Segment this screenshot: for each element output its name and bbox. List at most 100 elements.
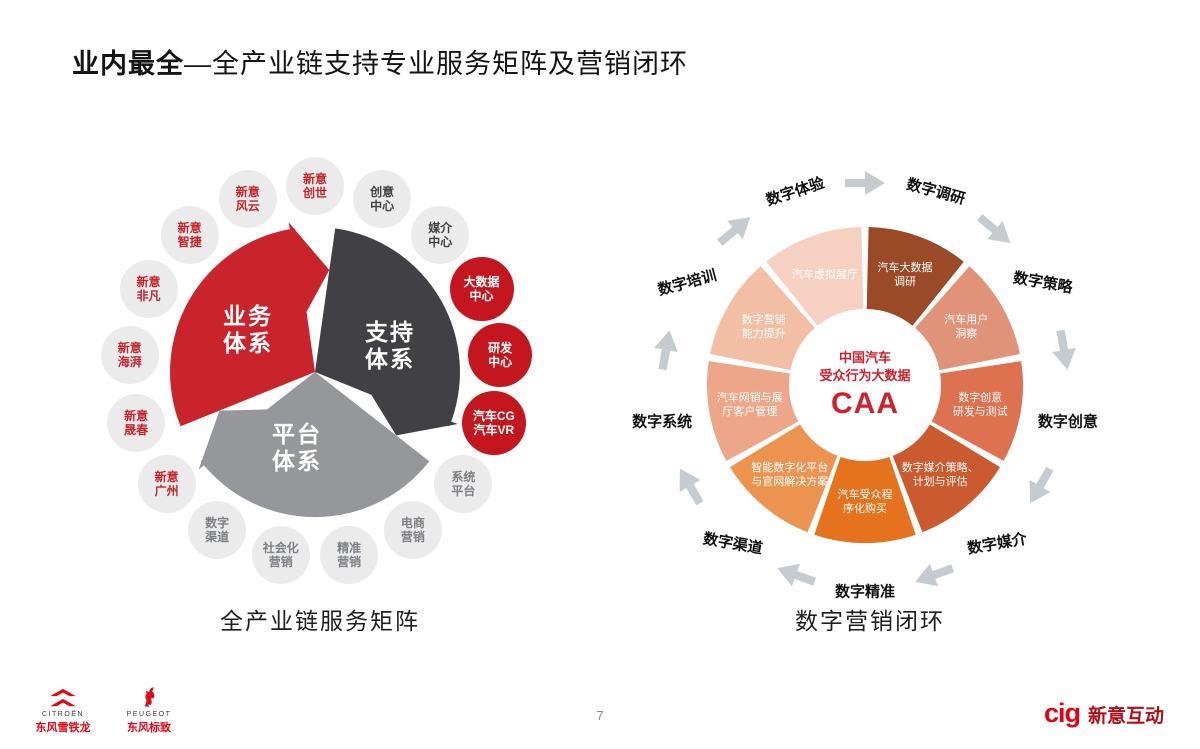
matrix-node: 社会化 营销: [251, 525, 310, 584]
matrix-node-label: 新意: [117, 340, 142, 355]
matrix-node-label: 中心: [370, 198, 395, 213]
matrix-node-label: 中心: [488, 354, 513, 369]
loop-outer-label: 数字体验: [763, 174, 826, 210]
matrix-node-label: 新意: [124, 408, 149, 423]
matrix-node-label: 新意: [136, 275, 161, 290]
left-caption: 全产业链服务矩阵: [220, 608, 420, 634]
citroen-cn-name: 东风雪铁龙: [35, 722, 91, 734]
matrix-node-label: 电商: [400, 516, 425, 531]
ring-segment-1: [915, 266, 1020, 371]
loop-flow-arrow-icon: [1048, 328, 1081, 372]
peugeot-brand: PEUGEOT 东风标致: [116, 685, 182, 735]
ring-segment-label: 汽车虚拟展厅: [792, 268, 858, 282]
ring-segment-label-line: 洞察: [955, 327, 978, 340]
ring-segment-8: [766, 227, 864, 326]
peugeot-cn-name: 东风标致: [127, 722, 171, 734]
matrix-node: 新意 风云: [218, 169, 277, 228]
matrix-node-label: 广州: [154, 484, 179, 499]
loop-center-text: 中国汽车 受众行为大数据 CAA: [785, 349, 945, 421]
pie-label-platform: 平台 体系: [272, 421, 322, 475]
matrix-node-label: 新意: [302, 172, 327, 186]
matrix-node-label: 研发: [488, 340, 513, 355]
matrix-node-label: 平台: [451, 484, 476, 499]
pie-cycle-arrow-icon: [288, 222, 330, 315]
ring-segment-0: [866, 227, 964, 326]
matrix-node-label: 汽车VR: [473, 422, 515, 437]
ring-segment-label-line: 数字营销: [741, 313, 786, 326]
ring-segment-label-line: 汽车用户: [944, 313, 989, 326]
service-matrix-diagram: 业务 体系 支持 体系 平台 体系 新意 创世 创意 中心 媒介 中心 大数据 中心 研发 中心汽…: [60, 150, 580, 650]
matrix-node: 电商 营销: [383, 501, 442, 560]
loop-outer-label: 数字创意: [1037, 413, 1098, 431]
loop-outer-label: 数字调研: [904, 176, 967, 209]
ring-segment-label-line: 智能数字化平台: [751, 461, 829, 474]
matrix-node-label: 新意: [177, 220, 202, 235]
matrix-node: 新意 广州: [137, 455, 196, 514]
matrix-node: 系统 平台: [434, 455, 493, 514]
matrix-node-label: 风云: [235, 198, 260, 213]
ring-segment-label-line: 能力提升: [741, 327, 786, 340]
ring-segment-5: [730, 424, 838, 533]
matrix-node: 媒介 中心: [411, 205, 470, 264]
matrix-node-label: 晟春: [124, 422, 149, 437]
ring-segment-7: [710, 266, 815, 371]
matrix-node-label: 营销: [337, 554, 362, 569]
ring-segment-label: 数字媒介策略、 计划与评估: [902, 461, 979, 489]
loop-outer-label: 数字精准: [834, 583, 896, 601]
matrix-node: 创意 中心: [353, 169, 412, 228]
loop-flow-arrow-icon: [773, 556, 819, 594]
pie-cycle-arrow-icon: [369, 391, 458, 436]
pie-label-business-line2: 体系: [223, 330, 273, 356]
ring-segment-label-line: 数字媒介策略、: [901, 461, 979, 474]
pie-label-support-line2: 体系: [365, 346, 415, 372]
loop-flow-arrow-icon: [650, 328, 683, 372]
matrix-node-label: 营销: [400, 530, 425, 545]
ring-segment-label-line: 研发与测试: [952, 406, 1008, 419]
matrix-node-label: 大数据: [463, 275, 500, 290]
service-matrix-pie: [170, 222, 460, 518]
matrix-node-label: 海湃: [117, 354, 142, 369]
pie-segment-platform: [200, 372, 430, 518]
matrix-node: 大数据 中心: [449, 257, 514, 322]
loop-center-line2: 受众行为大数据: [819, 368, 911, 383]
page-number: 7: [596, 708, 604, 723]
ring-segment-label: 数字营销 能力提升: [742, 313, 786, 341]
ring-segment-label-line: 汽车受众程: [837, 489, 893, 501]
matrix-node-label: 中心: [469, 289, 494, 304]
matrix-node: 精准 营销: [320, 525, 379, 584]
ring-segment-label-line: 厅客户管理: [722, 406, 778, 419]
ring-segment-label: 数字创意 研发与测试: [953, 391, 1008, 419]
pie-label-business: 业务 体系: [223, 303, 273, 357]
matrix-node: 汽车CG 汽车VR: [461, 390, 526, 455]
ring-segment-label: 汽车网销与展 厅客户管理: [717, 391, 783, 419]
peugeot-name: PEUGEOT: [126, 711, 172, 718]
matrix-node-label: 创意: [370, 184, 395, 199]
ring-segment-label-line: 汽车大数据: [877, 262, 933, 275]
pie-segment-support: [315, 228, 460, 427]
pie-label-platform-line2: 体系: [272, 448, 322, 474]
matrix-node-label: 渠道: [205, 530, 230, 545]
matrix-node-label: 汽车CG: [472, 408, 515, 423]
ring-segment-label: 汽车大数据 调研: [878, 261, 933, 289]
matrix-node-label: 数字: [205, 516, 230, 531]
ring-segment-4: [814, 457, 916, 544]
loop-outer-label: 数字系统: [632, 413, 693, 431]
ring-segment-label-line: 汽车虚拟展厅: [792, 269, 858, 282]
pie-segment-business: [170, 228, 315, 427]
matrix-node-label: 智捷: [177, 234, 202, 249]
pie-label-platform-line1: 平台: [272, 421, 322, 447]
ring-segment-2: [931, 361, 1024, 461]
matrix-node-label: 非凡: [136, 289, 161, 304]
ring-segment-label-line: 与官网解决方案: [751, 475, 829, 488]
matrix-node-label: 营销: [268, 554, 293, 569]
matrix-node: 新意 晟春: [107, 393, 166, 452]
matrix-node: 新意 创世: [286, 157, 344, 215]
cig-logo-text: 新意互动: [1087, 706, 1164, 727]
citroen-chevrons-icon: [50, 688, 76, 707]
citroen-name: CITROËN: [42, 711, 84, 718]
citroen-brand: CITROËN 东风雪铁龙: [30, 687, 96, 735]
matrix-node-label: 创世: [302, 186, 327, 200]
cig-logo: cig 新意互动: [1044, 698, 1164, 729]
loop-center-acronym: CAA: [831, 387, 899, 420]
matrix-node: 新意 非凡: [119, 260, 178, 319]
